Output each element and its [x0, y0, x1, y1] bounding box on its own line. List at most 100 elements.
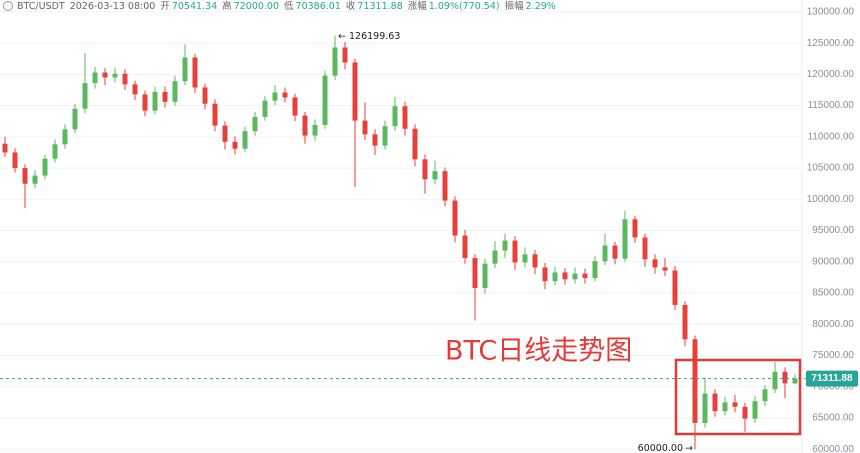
candle-body	[752, 401, 758, 419]
header-text: BTC/USDT 2026-03-13 08:00 开 70541.34 高 72000.…	[17, 0, 556, 12]
candle-body	[342, 47, 348, 63]
chart-title: BTC日线走势图	[445, 336, 632, 367]
y-tick-label: 110000.00	[807, 131, 854, 142]
candle-body	[22, 168, 28, 184]
candle-body	[132, 84, 138, 95]
candle-body	[612, 245, 618, 259]
candle-body	[172, 81, 178, 102]
y-tick-label: 100000.00	[807, 194, 855, 205]
field-label: 低	[284, 0, 294, 12]
candle-body	[62, 129, 68, 145]
candle-body	[292, 97, 298, 116]
candle-body	[572, 273, 578, 280]
candle-body	[762, 389, 768, 402]
y-tick-label: 125000.00	[807, 38, 855, 49]
y-tick-label: 130000.00	[807, 7, 855, 18]
candle-body	[112, 73, 118, 78]
field-label: 高	[222, 0, 232, 12]
candle-body	[262, 100, 268, 117]
header-icon	[3, 1, 13, 11]
field-value: 70541.34	[172, 1, 217, 12]
y-tick-label: 70000.00	[812, 381, 854, 392]
candle-body	[2, 143, 8, 153]
candle-body	[552, 272, 558, 282]
candle-body	[202, 87, 208, 104]
candle-body	[602, 245, 608, 262]
y-tick-label: 105000.00	[807, 163, 855, 174]
candle-body	[792, 378, 798, 384]
candle-body	[682, 304, 688, 340]
candle-body	[632, 219, 638, 238]
low-annotation: 60000.00	[638, 443, 683, 453]
field-value: 71311.88	[357, 1, 402, 12]
field-value: 1.09%(770.54)	[429, 1, 500, 12]
candle-body	[72, 108, 78, 130]
candle-body	[392, 106, 398, 127]
candle-body	[372, 134, 378, 146]
candle-body	[82, 83, 88, 109]
candle-body	[712, 393, 718, 412]
candle-body	[282, 92, 288, 98]
candle-body	[182, 57, 188, 82]
field-value: 72000.00	[234, 1, 279, 12]
candle-body	[162, 91, 168, 102]
candle-body	[222, 125, 228, 142]
candle-body	[772, 371, 778, 390]
highlight-box	[674, 358, 802, 436]
y-tick-label: 90000.00	[812, 256, 854, 267]
time: 2026-03-13 08:00	[70, 1, 156, 12]
candle-body	[422, 159, 428, 180]
candle-body	[332, 47, 338, 76]
candle-body	[692, 339, 698, 424]
candle-body	[322, 75, 328, 125]
candle-body	[432, 171, 438, 180]
candle-body	[122, 73, 128, 85]
candle-body	[192, 57, 198, 88]
candle-body	[522, 254, 528, 263]
candle-body	[52, 144, 58, 159]
candle-body	[32, 175, 38, 184]
y-tick-label: 65000.00	[812, 413, 854, 424]
candle-body	[722, 402, 728, 412]
candle-body	[242, 131, 248, 149]
candle-body	[672, 270, 678, 305]
y-tick-label: 60000.00	[812, 444, 854, 453]
last-price-box	[806, 370, 858, 387]
header: BTC/USDT 2026-03-13 08:00 开 70541.34 高 72000.…	[3, 0, 556, 12]
candle-body	[622, 219, 628, 259]
candle-body	[252, 116, 258, 132]
candle-body	[742, 406, 748, 419]
candle-body	[482, 263, 488, 289]
y-tick-label: 115000.00	[807, 100, 854, 111]
candle-body	[652, 259, 658, 268]
arrow: →	[685, 443, 693, 453]
symbol: BTC/USDT	[17, 1, 65, 12]
candle-body	[302, 115, 308, 136]
candle-body	[462, 235, 468, 259]
candle-body	[212, 103, 218, 126]
candle-body	[312, 124, 318, 136]
y-tick-label: 120000.00	[807, 69, 855, 80]
candle-body	[502, 240, 508, 251]
candle-body	[352, 62, 358, 121]
candle-body	[532, 254, 538, 268]
candle-body	[442, 171, 448, 201]
candle-body	[12, 152, 18, 169]
candle-body	[232, 141, 238, 149]
candle-body	[42, 158, 48, 176]
candle-body	[782, 371, 788, 384]
y-tick-label: 95000.00	[812, 225, 854, 236]
candle-body	[512, 240, 518, 263]
field-label: 收	[346, 0, 356, 12]
field-value: 2.29%	[526, 1, 556, 12]
candle-body	[662, 267, 668, 271]
y-tick-label: 75000.00	[812, 350, 854, 361]
last-price-label: 71311.88	[811, 373, 853, 384]
y-tick-label: 80000.00	[812, 319, 854, 330]
candle-body	[382, 126, 388, 146]
candle-body	[642, 237, 648, 260]
field-value: 70386.01	[296, 1, 341, 12]
candle-body	[542, 267, 548, 282]
high-annotation: 126199.63	[349, 31, 400, 42]
